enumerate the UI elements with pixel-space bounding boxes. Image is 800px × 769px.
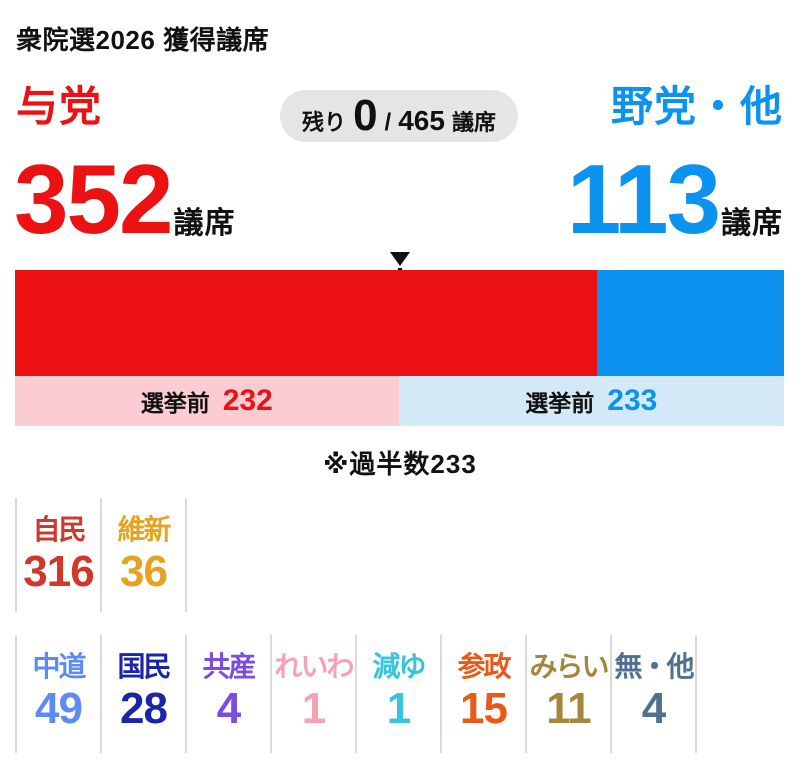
opposition-bar-segment [597,270,784,376]
opposition-total-value: 113 [566,144,721,254]
party-card: 国民 28 [102,635,187,753]
party-results-row-2: 中道 49 国民 28 共産 4 れいわ 1 減ゆ 1 参政 15 みらい 11 [15,635,697,753]
ruling-bar-segment [15,270,598,376]
majority-note: ※過半数233 [323,449,477,479]
pre-election-value-left: 232 [222,384,273,417]
party-name: 共産 [202,651,256,682]
party-seats: 28 [120,684,168,734]
party-name: みらい [529,651,609,682]
remaining-separator: / [384,109,392,136]
party-seats: 11 [546,684,592,734]
party-card: 減ゆ 1 [357,635,442,753]
party-seats: 15 [460,684,508,734]
opposition-total-unit: 議席 [721,207,783,240]
seats-unit-label: 議席 [451,110,496,135]
pre-election-ruling-band: 選挙前 232 [15,376,399,426]
party-name: 自民 [32,514,86,545]
opposition-total: 113 議席 [567,150,783,248]
party-seats: 1 [386,684,412,734]
party-card: 無・他 4 [612,635,697,753]
party-card: 維新 36 [102,498,187,612]
party-seats: 49 [35,684,83,734]
pre-election-opposition-band: 選挙前 233 [398,376,784,426]
party-name: れいわ [274,651,354,682]
opposition-bloc-label: 野党・他 [610,83,783,130]
party-card: 自民 316 [17,498,102,612]
majority-marker-icon [390,252,411,266]
pre-election-label-left: 選挙前 [140,390,210,416]
party-card: みらい 11 [527,635,612,753]
party-results-row-1: 自民 316 維新 36 [15,498,187,612]
pre-election-label-right: 選挙前 [525,390,595,416]
remaining-seats-badge: 残り 0 / 465 議席 [280,90,518,142]
party-seats: 4 [216,684,242,734]
pre-election-band: 選挙前 232 選挙前 233 [15,376,784,426]
ruling-total-unit: 議席 [173,207,236,240]
ruling-bloc-label: 与党 [16,83,103,130]
party-card: 参政 15 [442,635,527,753]
ruling-total-value: 352 [14,144,174,254]
party-name: 減ゆ [372,651,426,682]
party-seats: 316 [23,547,94,597]
total-seats-value: 465 [398,105,445,136]
party-name: 参政 [457,651,511,682]
remaining-value: 0 [353,91,378,140]
page-title: 衆院選2026 獲得議席 [16,25,270,55]
party-name: 中道 [32,651,86,682]
party-name: 維新 [117,514,171,545]
party-card: れいわ 1 [272,635,357,753]
result-bar [15,270,784,376]
party-seats: 4 [641,684,667,734]
pre-election-value-right: 233 [607,384,658,417]
party-seats: 1 [301,684,327,734]
party-name: 無・他 [614,651,694,682]
party-name: 国民 [117,651,171,682]
seat-bar-chart: 選挙前 232 選挙前 233 [15,252,784,430]
party-card: 中道 49 [17,635,102,753]
party-seats: 36 [120,547,168,597]
remaining-label: 残り [302,110,347,135]
party-card: 共産 4 [187,635,272,753]
ruling-total: 352 議席 [14,150,236,248]
